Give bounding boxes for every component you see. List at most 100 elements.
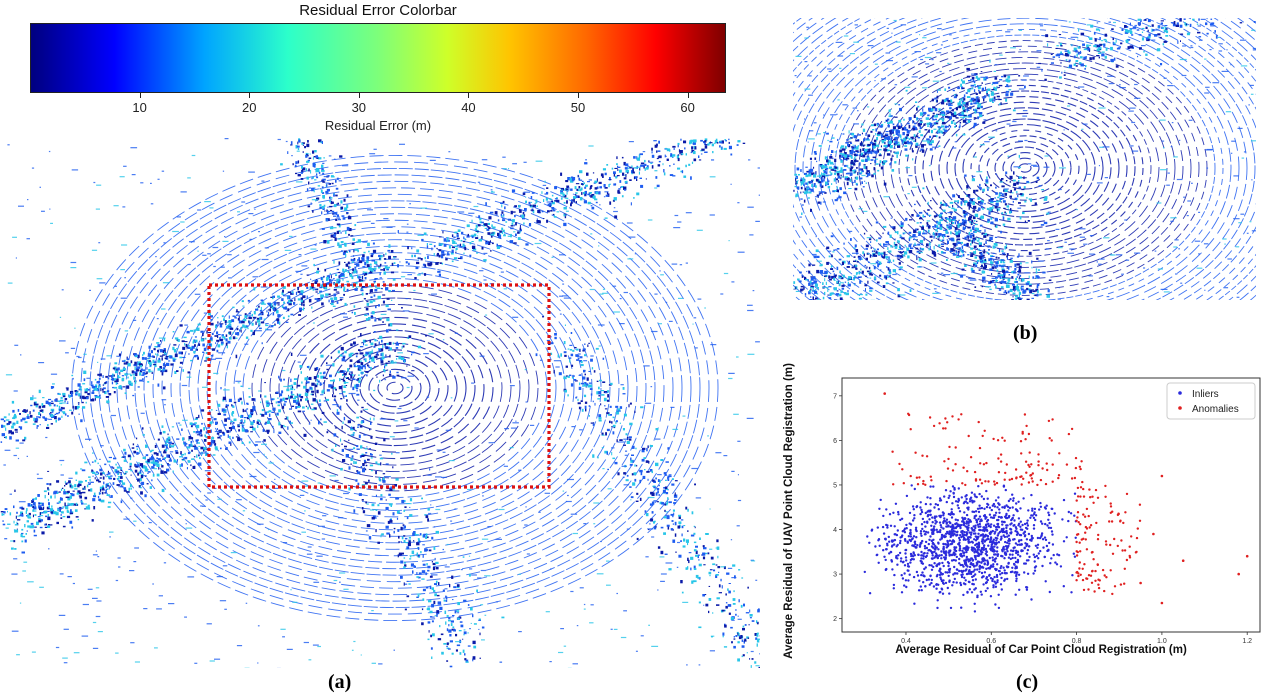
lidar-point <box>108 375 112 377</box>
lidar-point <box>814 157 817 160</box>
lidar-point <box>395 497 399 500</box>
lidar-point <box>154 361 157 364</box>
lidar-point <box>369 153 376 155</box>
lidar-point <box>327 240 330 244</box>
lidar-point <box>635 650 638 652</box>
lidar-point <box>856 167 858 169</box>
lidar-point <box>555 366 560 368</box>
lidar-point <box>164 357 168 360</box>
lidar-point <box>342 374 344 376</box>
lidar-point <box>374 319 377 322</box>
lidar-point <box>644 159 646 163</box>
lidar-point <box>498 508 505 511</box>
lidar-point <box>578 179 583 181</box>
lidar-point <box>913 114 916 118</box>
lidar-point <box>338 244 342 248</box>
lidar-point <box>269 324 271 328</box>
lidar-point <box>619 439 623 441</box>
lidar-point <box>726 572 730 575</box>
lidar-point <box>241 424 244 428</box>
lidar-point <box>333 158 336 160</box>
lidar-point <box>86 388 88 390</box>
lidar-point <box>336 278 340 282</box>
lidar-point <box>151 461 155 464</box>
lidar-point <box>134 366 136 370</box>
lidar-point <box>884 148 888 152</box>
lidar-point <box>631 170 633 174</box>
lidar-point <box>576 348 579 351</box>
lidar-point <box>442 339 445 341</box>
lidar-point <box>89 482 91 484</box>
lidar-point <box>106 355 112 357</box>
lidar-point <box>402 524 405 526</box>
lidar-point <box>606 191 609 195</box>
lidar-point <box>147 359 149 362</box>
lidar-point <box>128 380 131 382</box>
lidar-point <box>3 416 7 419</box>
lidar-point <box>326 377 328 380</box>
lidar-point <box>362 275 364 279</box>
lidar-point <box>81 469 86 472</box>
lidar-point <box>408 583 411 585</box>
lidar-point <box>306 160 310 163</box>
lidar-point <box>295 406 298 409</box>
lidar-point <box>904 145 908 147</box>
lidar-point <box>455 633 458 637</box>
lidar-point <box>304 510 306 512</box>
lidar-point <box>151 466 155 469</box>
lidar-point <box>731 470 735 472</box>
lidar-point <box>367 242 370 247</box>
lidar-point <box>357 239 361 243</box>
lidar-point <box>166 362 170 366</box>
lidar-point <box>15 257 17 259</box>
lidar-point <box>457 612 460 614</box>
lidar-point <box>428 512 432 515</box>
lidar-point <box>281 298 284 301</box>
lidar-point <box>261 180 265 182</box>
lidar-point <box>473 233 477 237</box>
lidar-point <box>365 307 369 311</box>
lidar-point <box>433 526 436 528</box>
lidar-point <box>747 586 749 589</box>
lidar-point <box>714 142 716 145</box>
lidar-point <box>383 438 386 442</box>
lidar-point <box>68 477 73 479</box>
scan-ring <box>179 232 611 544</box>
lidar-point <box>629 179 632 181</box>
lidar-point <box>863 138 866 142</box>
lidar-point <box>161 170 165 172</box>
lidar-point <box>360 288 364 290</box>
lidar-point <box>361 499 364 501</box>
lidar-point <box>385 304 389 308</box>
lidar-point <box>491 242 494 245</box>
lidar-point <box>718 584 721 588</box>
lidar-point <box>674 533 677 537</box>
lidar-point <box>27 414 29 417</box>
lidar-point <box>332 278 335 280</box>
lidar-point <box>715 547 718 549</box>
lidar-point <box>542 316 544 318</box>
lidar-point <box>553 209 556 212</box>
lidar-point <box>118 566 121 568</box>
lidar-point <box>446 543 449 546</box>
lidar-point <box>91 249 98 251</box>
lidar-point <box>163 562 167 564</box>
lidar-point <box>235 436 238 438</box>
lidar-point <box>99 397 102 399</box>
lidar-point <box>132 374 136 376</box>
lidar-point <box>534 206 536 208</box>
lidar-point <box>65 496 68 498</box>
lidar-point <box>71 392 73 396</box>
lidar-point <box>329 272 331 275</box>
lidar-point <box>565 375 569 377</box>
lidar-point <box>589 185 592 189</box>
lidar-point <box>423 534 426 538</box>
lidar-point <box>250 421 254 425</box>
lidar-point <box>216 339 220 342</box>
lidar-point <box>330 297 333 300</box>
lidar-point <box>981 82 983 84</box>
lidar-point <box>320 375 324 379</box>
lidar-point <box>137 472 140 476</box>
lidar-point <box>344 207 348 211</box>
lidar-point <box>87 588 93 590</box>
